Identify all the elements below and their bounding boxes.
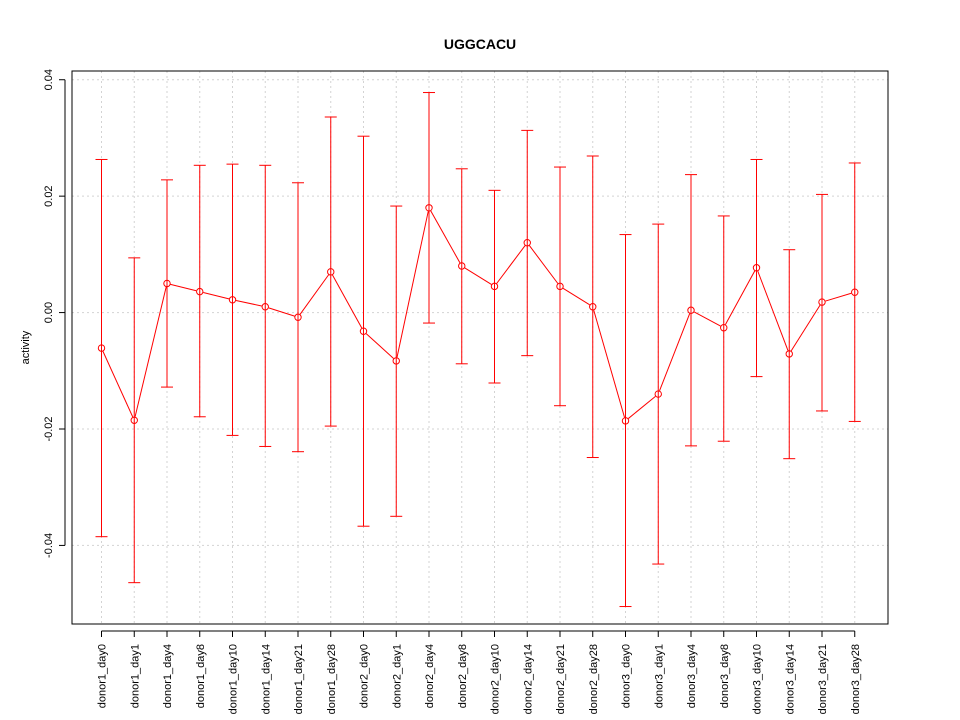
x-tick-label: donor1_day14 bbox=[260, 644, 272, 714]
x-tick-label: donor2_day0 bbox=[359, 644, 371, 708]
y-axis: -0.04 -0.02 0.00 0.02 0.04 bbox=[43, 69, 66, 558]
errorbar-layer bbox=[95, 92, 861, 608]
y-tick-label: 0.04 bbox=[43, 69, 55, 90]
series-line-segment bbox=[203, 292, 230, 300]
x-tick-label: donor2_day8 bbox=[457, 644, 469, 708]
x-tick-label: donor3_day21 bbox=[817, 644, 829, 714]
series-line-segment bbox=[790, 304, 821, 352]
data-point bbox=[458, 262, 466, 270]
data-point bbox=[851, 288, 859, 296]
x-tick-label: donor1_day1 bbox=[129, 644, 141, 708]
series-line-segment bbox=[430, 210, 461, 264]
series-line-segment bbox=[332, 274, 363, 329]
x-tick-label: donor3_day8 bbox=[719, 644, 731, 708]
data-point bbox=[228, 296, 237, 304]
x-tick-label: donor3_day1 bbox=[653, 644, 665, 708]
series-line-segment bbox=[659, 313, 691, 391]
series-line-segment bbox=[268, 307, 295, 317]
x-tick-label: donor3_day28 bbox=[850, 644, 862, 714]
series-line-segment bbox=[235, 300, 262, 307]
data-point bbox=[261, 303, 269, 311]
series-line-segment bbox=[562, 287, 590, 306]
x-tick-label: donor3_day10 bbox=[752, 644, 764, 714]
data-point bbox=[523, 239, 531, 247]
data-point bbox=[163, 279, 171, 288]
line-layer bbox=[102, 210, 852, 419]
plot-frame bbox=[71, 70, 889, 625]
data-point bbox=[785, 350, 793, 358]
series-line-segment bbox=[396, 211, 429, 358]
data-point bbox=[589, 303, 597, 311]
x-tick-label: donor2_day28 bbox=[588, 644, 600, 714]
x-tick-label: donor1_day21 bbox=[293, 644, 305, 714]
series-line-segment bbox=[365, 333, 394, 359]
x-tick-label: donor1_day10 bbox=[228, 644, 240, 714]
x-tick-label: donor3_day4 bbox=[686, 644, 698, 708]
y-axis-label: activity bbox=[20, 330, 32, 364]
x-tick-label: donor1_day28 bbox=[326, 644, 338, 714]
series-line-segment bbox=[593, 310, 625, 418]
y-tick-label: -0.04 bbox=[43, 533, 55, 558]
x-tick-label: donor2_day14 bbox=[522, 644, 534, 714]
data-point bbox=[425, 204, 433, 212]
series-line-segment bbox=[134, 286, 167, 417]
data-point bbox=[556, 282, 564, 291]
series-line-segment bbox=[693, 311, 721, 327]
data-point bbox=[818, 298, 826, 306]
series-line-segment bbox=[170, 283, 197, 292]
y-tick-label: -0.02 bbox=[43, 416, 55, 441]
data-point bbox=[196, 287, 204, 296]
data-point bbox=[130, 416, 138, 424]
data-point bbox=[490, 282, 499, 291]
x-tick-label: donor2_day21 bbox=[555, 644, 567, 714]
data-point bbox=[654, 390, 662, 398]
data-point bbox=[621, 417, 630, 425]
x-tick-label: donor2_day10 bbox=[490, 644, 502, 714]
point-layer bbox=[97, 204, 859, 425]
x-tick-label: donor1_day0 bbox=[97, 644, 109, 708]
series-line-segment bbox=[627, 395, 656, 419]
x-tick-label: donor1_day4 bbox=[162, 644, 174, 708]
x-tick-label: donor1_day8 bbox=[195, 644, 207, 708]
x-tick-label: donor2_day4 bbox=[424, 644, 436, 708]
data-point bbox=[327, 268, 335, 276]
chart-title: UGGCACU bbox=[444, 36, 516, 52]
data-point bbox=[359, 327, 368, 335]
series-line-segment bbox=[299, 274, 330, 315]
data-point bbox=[392, 357, 400, 365]
x-tick-label: donor2_day1 bbox=[391, 644, 403, 708]
x-axis: donor1_day0 donor1_day1 donor1_day4 donor1_… bbox=[97, 630, 862, 714]
data-point bbox=[752, 264, 761, 272]
data-point bbox=[720, 324, 728, 332]
data-point bbox=[97, 344, 106, 352]
series-line-segment bbox=[529, 245, 559, 284]
series-line-segment bbox=[757, 270, 789, 351]
x-tick-label: donor3_day0 bbox=[621, 644, 633, 708]
y-tick-label: 0.02 bbox=[43, 185, 55, 206]
series-line-segment bbox=[496, 245, 526, 284]
series-line-segment bbox=[725, 270, 756, 325]
series-line-segment bbox=[102, 351, 134, 418]
y-tick-label: 0.00 bbox=[43, 302, 55, 323]
series-line-segment bbox=[825, 292, 852, 302]
data-point bbox=[687, 306, 695, 314]
series-line-segment bbox=[464, 267, 492, 285]
x-tick-label: donor3_day14 bbox=[784, 644, 796, 714]
data-point bbox=[294, 313, 302, 321]
